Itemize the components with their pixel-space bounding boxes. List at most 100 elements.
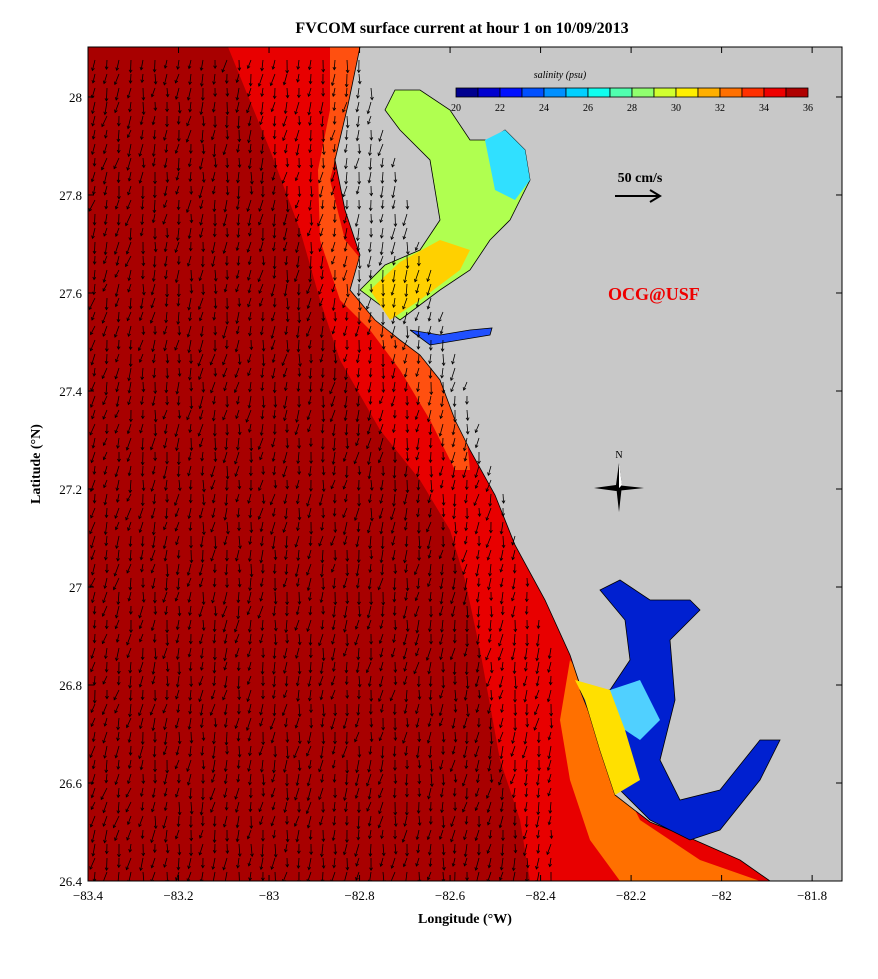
current-arrow xyxy=(451,437,456,448)
current-arrow xyxy=(260,381,265,392)
current-arrow xyxy=(485,535,492,548)
current-arrow xyxy=(345,283,350,298)
current-arrow xyxy=(512,815,517,827)
current-arrow xyxy=(113,689,120,701)
current-arrow xyxy=(355,577,360,589)
current-arrow xyxy=(212,661,217,674)
current-arrow xyxy=(405,479,410,494)
current-arrow xyxy=(452,395,457,408)
current-arrow xyxy=(115,395,120,408)
current-arrow xyxy=(533,703,540,716)
current-arrow xyxy=(453,773,458,783)
current-arrow xyxy=(330,73,336,87)
current-arrow xyxy=(513,759,517,773)
current-arrow xyxy=(440,619,444,633)
current-arrow xyxy=(381,297,386,308)
current-arrow xyxy=(128,479,133,494)
current-arrow xyxy=(416,479,421,491)
current-arrow xyxy=(306,745,312,757)
current-arrow xyxy=(475,661,480,673)
current-arrow xyxy=(141,87,146,101)
current-arrow xyxy=(281,703,288,717)
current-arrow xyxy=(308,591,312,602)
current-arrow xyxy=(237,563,242,574)
current-arrow xyxy=(260,409,265,420)
current-arrow xyxy=(546,759,552,772)
current-arrow xyxy=(271,59,276,70)
current-arrow xyxy=(465,871,469,881)
current-arrow xyxy=(379,241,384,256)
current-arrow xyxy=(236,437,240,451)
current-arrow xyxy=(270,339,276,351)
current-arrow xyxy=(498,773,504,786)
current-arrow xyxy=(187,157,192,168)
current-arrow xyxy=(511,535,516,546)
current-arrow xyxy=(536,731,541,744)
current-arrow xyxy=(104,843,109,855)
current-arrow xyxy=(235,269,240,280)
current-arrow xyxy=(201,171,206,183)
current-arrow xyxy=(308,367,313,380)
current-arrow xyxy=(332,339,337,354)
current-arrow xyxy=(177,479,182,492)
current-arrow xyxy=(248,773,252,786)
current-arrow xyxy=(547,773,552,784)
current-arrow xyxy=(222,591,228,606)
current-arrow xyxy=(297,801,301,813)
current-arrow xyxy=(127,185,132,196)
current-arrow xyxy=(117,843,121,858)
current-arrow xyxy=(125,717,132,729)
current-arrow xyxy=(344,423,349,436)
current-arrow xyxy=(513,829,518,840)
current-arrow xyxy=(453,703,458,713)
current-arrow xyxy=(140,647,145,661)
current-arrow xyxy=(115,535,120,550)
current-arrow xyxy=(285,199,290,213)
current-arrow xyxy=(125,241,132,255)
current-arrow xyxy=(258,479,264,492)
current-arrow xyxy=(247,213,252,227)
current-arrow xyxy=(463,535,468,545)
current-arrow xyxy=(90,661,96,673)
current-arrow xyxy=(261,689,265,700)
current-arrow xyxy=(378,675,384,688)
current-arrow xyxy=(127,367,132,382)
current-arrow xyxy=(405,325,410,339)
current-arrow xyxy=(356,115,360,128)
current-arrow xyxy=(189,381,194,392)
current-arrow xyxy=(426,409,432,423)
current-arrow xyxy=(186,577,192,587)
current-arrow xyxy=(474,437,480,449)
current-arrow xyxy=(474,829,480,842)
current-arrow xyxy=(535,633,540,647)
current-arrow xyxy=(357,199,362,210)
current-arrow xyxy=(333,591,338,606)
current-arrow xyxy=(261,465,266,476)
current-arrow xyxy=(128,535,133,548)
current-arrow xyxy=(546,689,552,703)
current-arrow xyxy=(369,185,374,197)
current-arrow xyxy=(128,745,133,756)
current-arrow xyxy=(332,227,337,238)
current-arrow xyxy=(187,591,192,603)
current-arrow xyxy=(127,759,132,769)
current-arrow xyxy=(501,829,505,842)
current-arrow xyxy=(175,745,180,756)
current-arrow xyxy=(414,409,420,421)
current-arrow xyxy=(223,717,228,729)
current-arrow xyxy=(152,59,157,73)
current-arrow xyxy=(247,311,252,321)
current-arrow xyxy=(237,745,242,758)
current-arrow xyxy=(390,325,396,339)
current-arrow xyxy=(464,521,469,532)
current-arrow xyxy=(331,255,336,265)
current-arrow xyxy=(261,255,266,266)
current-arrow xyxy=(260,185,265,198)
current-arrow xyxy=(415,703,420,715)
current-arrow xyxy=(141,381,146,393)
current-arrow xyxy=(139,59,144,71)
current-arrow xyxy=(341,745,348,759)
current-arrow xyxy=(151,535,156,549)
current-arrow xyxy=(403,381,408,392)
current-arrow xyxy=(344,731,349,745)
